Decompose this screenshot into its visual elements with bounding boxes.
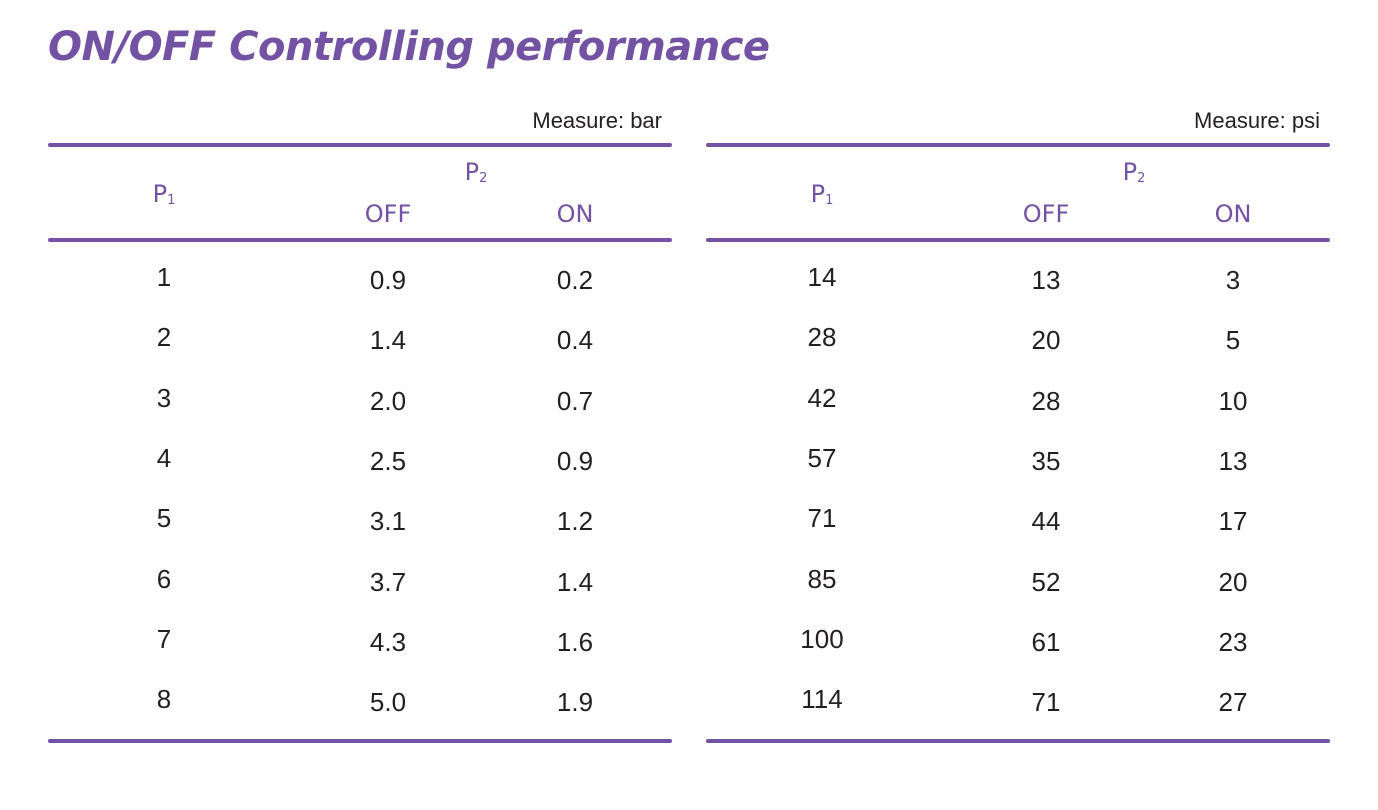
p2-off-cell: 1.4 xyxy=(369,325,407,356)
p2-on-cell: 17 xyxy=(1218,506,1248,537)
p2-off-cell: 71 xyxy=(1031,687,1061,718)
p1-header: P1 xyxy=(152,180,176,208)
p1-cell: 100 xyxy=(800,623,844,654)
measure-unit-label: Measure: bar xyxy=(532,108,662,133)
p1-cell: 85 xyxy=(807,563,837,594)
p1-cell: 4 xyxy=(156,442,172,473)
p2-on-cell: 1.9 xyxy=(556,687,594,718)
p2-on-cell: 27 xyxy=(1218,687,1248,718)
top-rule xyxy=(706,143,1330,147)
p1-cell: 57 xyxy=(807,442,837,473)
p2-on-cell: 23 xyxy=(1218,626,1248,657)
p2-on-cell: 1.4 xyxy=(556,566,594,597)
psi-table: Measure: psi P1 P2 OFF ON 14 13 3 28 20 5 42 28… xyxy=(706,104,1330,754)
p2-off-cell: 28 xyxy=(1031,385,1061,416)
page-title: ON/OFF Controlling performance xyxy=(48,24,770,70)
p1-cell: 1 xyxy=(156,262,172,292)
p1-cell: 7 xyxy=(156,623,172,654)
p1-cell: 14 xyxy=(807,262,837,292)
p2-on-cell: 3 xyxy=(1225,265,1241,295)
p1-cell: 3 xyxy=(156,382,172,413)
p1-cell: 2 xyxy=(156,322,172,353)
p2-off-cell: 2.5 xyxy=(369,445,407,476)
on-column-header: ON xyxy=(1214,200,1252,228)
p2-off-cell: 13 xyxy=(1031,265,1061,295)
p2-off-cell: 4.3 xyxy=(369,626,407,657)
p1-header: P1 xyxy=(810,180,834,208)
p2-header: P2 xyxy=(464,158,488,186)
header-rule xyxy=(706,238,1330,242)
p2-on-cell: 5 xyxy=(1225,325,1241,356)
p2-on-cell: 0.7 xyxy=(556,385,594,416)
p1-cell: 28 xyxy=(807,322,837,353)
p1-cell: 8 xyxy=(156,684,172,715)
p2-on-cell: 20 xyxy=(1218,566,1248,597)
bottom-rule xyxy=(48,739,672,743)
p2-off-cell: 3.7 xyxy=(369,566,407,597)
off-column-header: OFF xyxy=(1022,200,1070,228)
p1-cell: 71 xyxy=(807,503,837,534)
p1-cell: 42 xyxy=(807,382,837,413)
top-rule xyxy=(48,143,672,147)
p2-on-cell: 10 xyxy=(1218,385,1248,416)
p2-off-cell: 44 xyxy=(1031,506,1061,537)
bar-table: Measure: bar P1 P2 OFF ON 1 0.9 0.2 2 1.4 0.4… xyxy=(48,104,672,754)
p1-cell: 6 xyxy=(156,563,172,594)
p2-off-cell: 35 xyxy=(1031,445,1061,476)
p2-on-cell: 0.4 xyxy=(556,325,594,356)
p2-off-cell: 0.9 xyxy=(369,265,407,295)
off-column-header: OFF xyxy=(364,200,412,228)
p2-on-cell: 13 xyxy=(1218,445,1248,476)
on-column-header: ON xyxy=(556,200,594,228)
bottom-rule xyxy=(706,739,1330,743)
p2-on-cell: 1.2 xyxy=(556,506,594,537)
p1-cell: 5 xyxy=(156,503,172,534)
p2-off-cell: 2.0 xyxy=(369,385,407,416)
p1-cell: 114 xyxy=(801,684,843,715)
header-rule xyxy=(48,238,672,242)
p2-off-cell: 20 xyxy=(1031,325,1061,356)
p2-off-cell: 5.0 xyxy=(369,687,407,718)
p2-header: P2 xyxy=(1122,158,1146,186)
p2-on-cell: 0.9 xyxy=(556,445,594,476)
p2-off-cell: 52 xyxy=(1031,566,1061,597)
p2-off-cell: 3.1 xyxy=(369,506,407,537)
p2-on-cell: 1.6 xyxy=(556,626,594,657)
p2-on-cell: 0.2 xyxy=(556,265,594,295)
measure-unit-label: Measure: psi xyxy=(1194,108,1320,133)
p2-off-cell: 61 xyxy=(1031,626,1061,657)
